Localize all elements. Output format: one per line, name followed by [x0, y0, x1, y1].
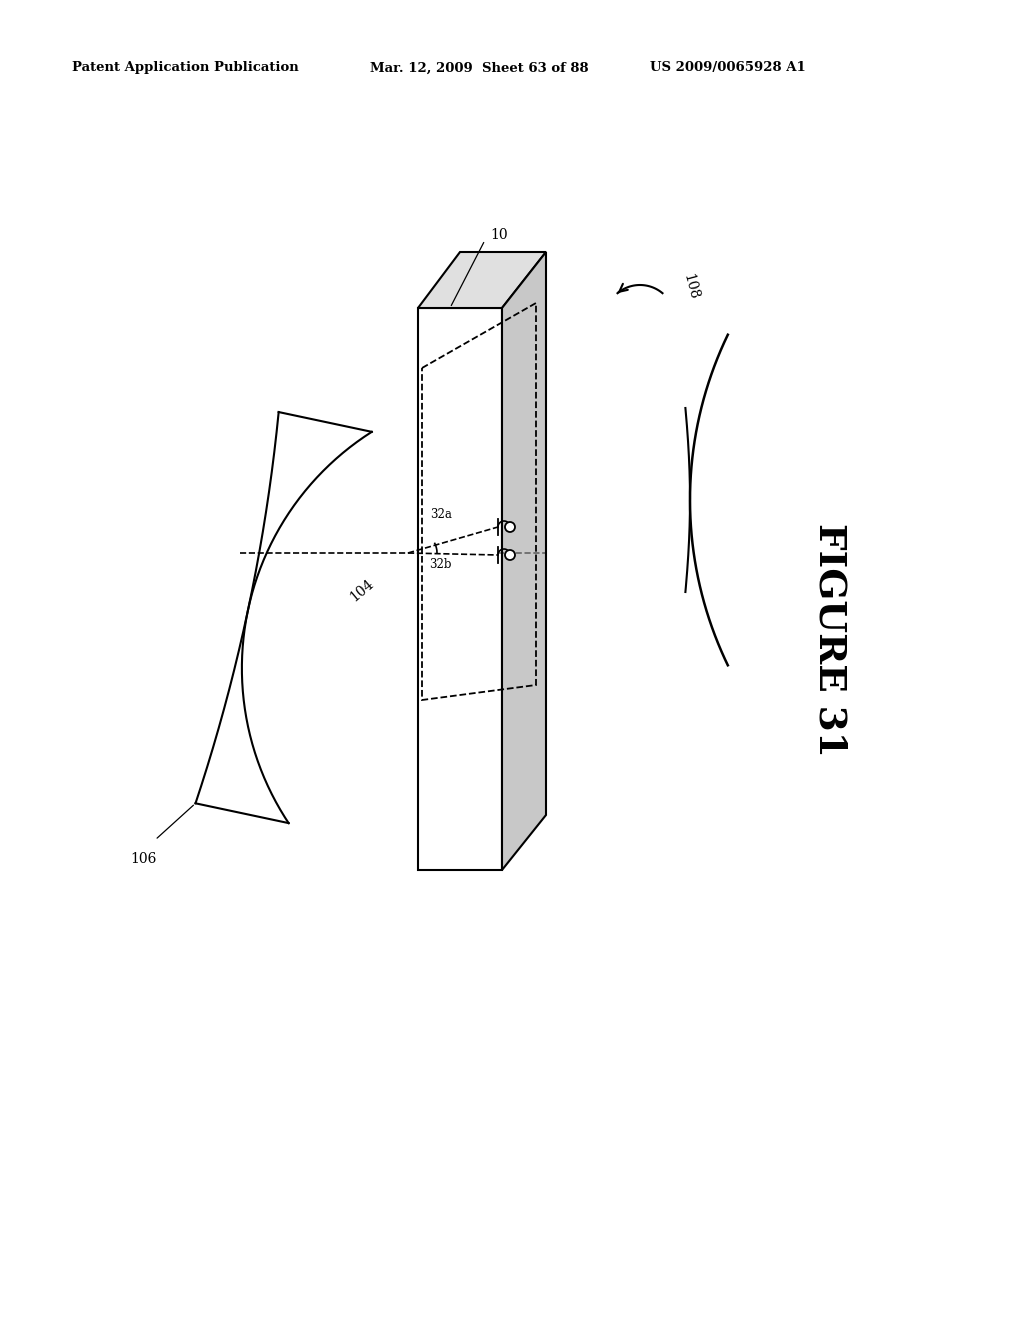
Text: 32a: 32a	[430, 508, 452, 521]
Circle shape	[505, 550, 515, 560]
Circle shape	[505, 521, 515, 532]
Text: Mar. 12, 2009  Sheet 63 of 88: Mar. 12, 2009 Sheet 63 of 88	[370, 62, 589, 74]
Polygon shape	[418, 252, 546, 308]
Text: Patent Application Publication: Patent Application Publication	[72, 62, 299, 74]
Text: US 2009/0065928 A1: US 2009/0065928 A1	[650, 62, 806, 74]
Text: 106: 106	[130, 851, 157, 866]
Text: FIGURE 31: FIGURE 31	[811, 523, 849, 756]
Text: 32b: 32b	[429, 558, 452, 572]
Polygon shape	[502, 252, 546, 870]
Text: 108: 108	[680, 272, 700, 301]
Text: 104: 104	[347, 576, 377, 603]
Text: 10: 10	[490, 228, 508, 242]
Polygon shape	[418, 308, 502, 870]
